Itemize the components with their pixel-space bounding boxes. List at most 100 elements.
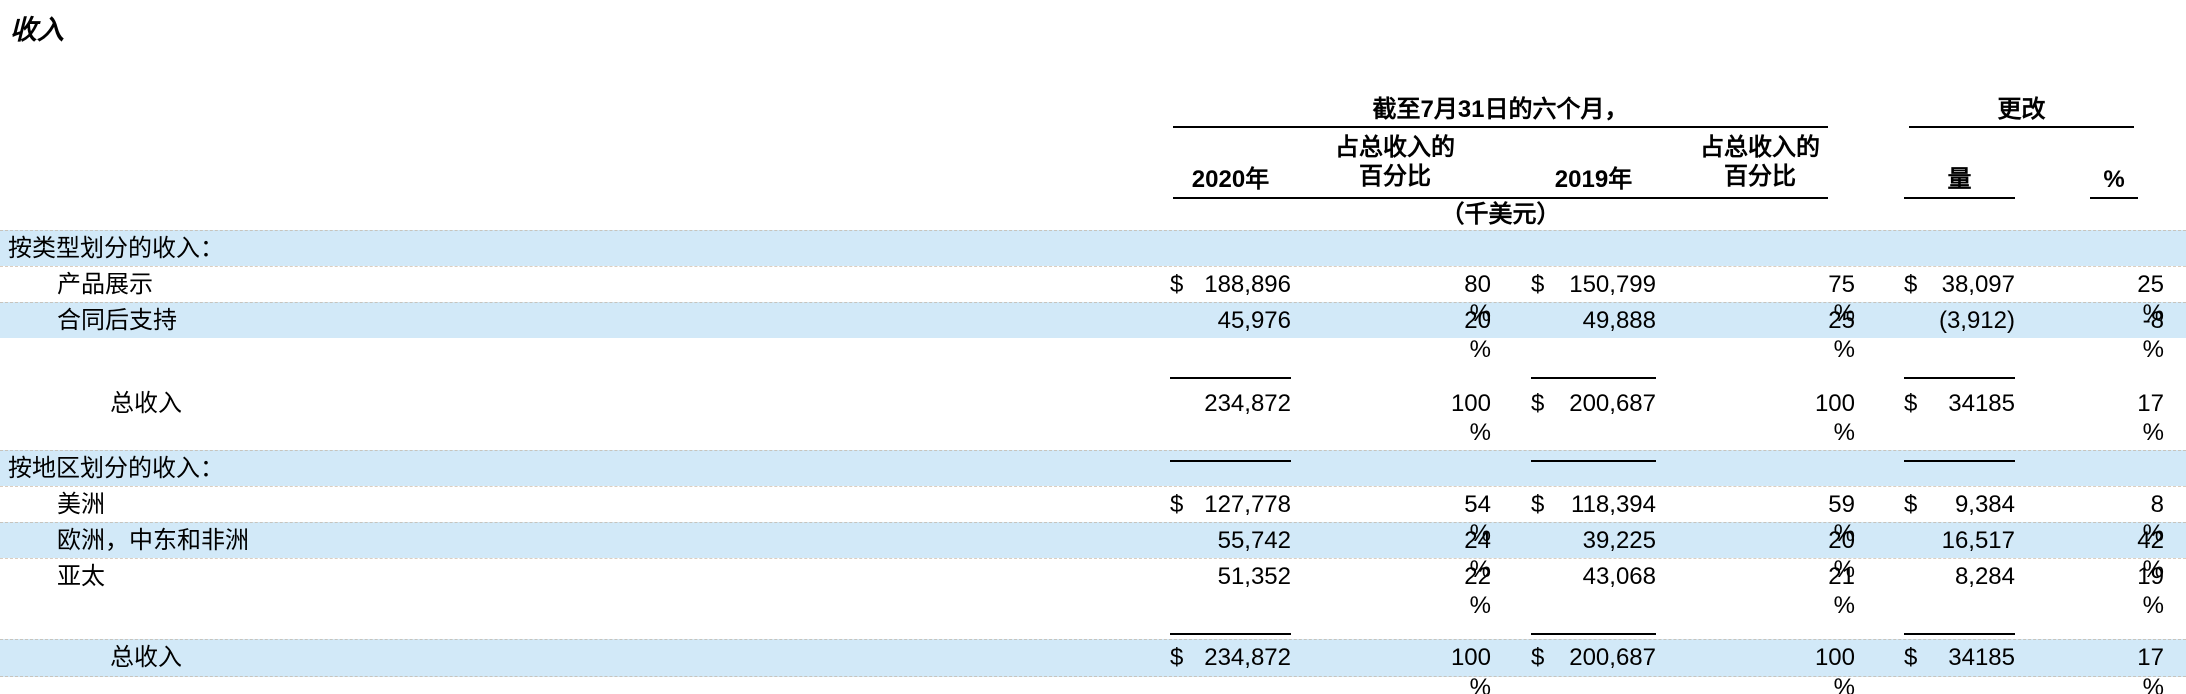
dollar-sign: $ xyxy=(1531,491,1545,518)
cell-2020-amount: 234,872 xyxy=(1140,386,1295,462)
cell-2019-amount xyxy=(1495,451,1660,486)
cell-2019-amount xyxy=(1495,231,1660,266)
cell-2019-amount: $118,394 xyxy=(1495,487,1660,557)
cell-2020-amount: $234,872 xyxy=(1140,640,1295,694)
cell-2019-pct: 20% xyxy=(1660,523,1860,593)
cell-2019-amount: 39,225 xyxy=(1495,523,1660,593)
rule-columns xyxy=(1173,197,1828,199)
cell-2019-amount: $200,687 xyxy=(1495,386,1660,462)
cell-change-pct xyxy=(2020,451,2170,486)
dollar-sign: $ xyxy=(1904,644,1918,671)
amount-value: 34185 xyxy=(1948,644,2015,671)
percent-value: 100 xyxy=(1450,390,1491,417)
row-label: 合同后支持 xyxy=(57,307,177,334)
percent-value: 100 xyxy=(1814,644,1855,671)
header-pct-2020-line2: 百分比 xyxy=(1359,163,1431,190)
amount-value: 55,742 xyxy=(1217,527,1291,554)
cell-2019-pct: 100% xyxy=(1660,386,1860,456)
row-label: 产品展示 xyxy=(57,271,153,298)
amount-value: 200,687 xyxy=(1569,644,1656,671)
amount-value: 43,068 xyxy=(1582,563,1656,590)
table-header: 截至7月31日的六个月， 更改 占总收入的 百分比 占总收入的 百分比 2020… xyxy=(0,85,2186,230)
cell-2019-amount: 49,888 xyxy=(1495,303,1660,379)
amount-value: 234,872 xyxy=(1204,644,1291,671)
dollar-sign: $ xyxy=(1531,271,1545,298)
rule-change-group xyxy=(1909,126,2134,128)
header-col-2019: 2019年 xyxy=(1554,166,1633,193)
header-pct-2020: 占总收入的 百分比 xyxy=(1295,133,1495,191)
cell-change-pct: 17% xyxy=(2020,386,2170,456)
percent-value: 75 xyxy=(1828,271,1855,298)
cell-2020-pct: 20% xyxy=(1295,303,1495,373)
percent-sign: % xyxy=(2142,674,2164,694)
header-pct-2019-line2: 百分比 xyxy=(1724,163,1796,190)
header-pct-2019: 占总收入的 百分比 xyxy=(1660,133,1860,191)
table-row: 总收入 234,872 100% $200,687 100% $34185 17% xyxy=(0,386,2186,462)
cell-2019-pct xyxy=(1660,231,1860,266)
cell-2019-amount: $150,799 xyxy=(1495,267,1660,337)
row-label: 亚太 xyxy=(57,563,105,590)
cell-2019-pct: 25% xyxy=(1660,303,1860,373)
percent-sign: % xyxy=(1833,300,1855,327)
percent-sign: % xyxy=(2142,300,2164,327)
table-row: 总收入 $234,872 100% $200,687 100% $34185 17% xyxy=(0,639,2186,694)
cell-change-amount: $34185 xyxy=(1900,640,2020,694)
percent-sign: % xyxy=(2142,336,2164,363)
percent-sign: % xyxy=(1833,419,1855,446)
percent-value: -8 xyxy=(2142,307,2164,334)
header-change-group: 更改 xyxy=(1997,96,2046,123)
cell-2019-pct: 59% xyxy=(1660,487,1860,557)
cell-2020-pct: 24% xyxy=(1295,523,1495,593)
percent-value: 25 xyxy=(2137,271,2164,298)
table-row: 亚太 51,352 22% 43,068 21% 8,284 19% xyxy=(0,558,2186,635)
cell-2020-pct: 100% xyxy=(1295,640,1495,694)
percent-value: 20 xyxy=(1828,527,1855,554)
dollar-sign: $ xyxy=(1170,644,1184,671)
percent-value: 8 xyxy=(2150,491,2164,518)
amount-value: 200,687 xyxy=(1569,390,1656,417)
percent-value: 100 xyxy=(1450,644,1491,671)
cell-2020-pct: 100% xyxy=(1295,386,1495,456)
column-gap xyxy=(1860,451,1900,486)
percent-value: 54 xyxy=(1464,491,1491,518)
dollar-sign: $ xyxy=(1170,271,1184,298)
cell-change-amount: (3,912) xyxy=(1900,303,2020,379)
cell-change-amount: $9,384 xyxy=(1900,487,2020,557)
percent-value: 59 xyxy=(1828,491,1855,518)
percent-sign: % xyxy=(1833,674,1855,694)
row-label: 欧洲，中东和非洲 xyxy=(57,527,249,554)
cell-2020-amount: $127,778 xyxy=(1140,487,1295,557)
table-row: 欧洲，中东和非洲 55,742 24% 39,225 20% 16,517 42% xyxy=(0,522,2186,583)
column-gap xyxy=(1860,640,1900,694)
percent-sign: % xyxy=(2142,419,2164,446)
percent-value: 24 xyxy=(1464,527,1491,554)
percent-value: 25 xyxy=(1828,307,1855,334)
percent-sign: % xyxy=(1469,520,1491,547)
column-gap xyxy=(1860,231,1900,266)
dollar-sign: $ xyxy=(1531,644,1545,671)
amount-value: 150,799 xyxy=(1569,271,1656,298)
percent-sign: % xyxy=(2142,556,2164,583)
header-period-group: 截至7月31日的六个月， xyxy=(1372,96,1629,123)
column-gap xyxy=(1860,303,1900,373)
amount-value: 38,097 xyxy=(1941,271,2015,298)
amount-value: 39,225 xyxy=(1582,527,1656,554)
cell-change-pct: -8% xyxy=(2020,303,2170,373)
percent-sign: % xyxy=(1833,520,1855,547)
amount-value: 118,394 xyxy=(1571,491,1656,518)
percent-value: 21 xyxy=(1828,563,1855,590)
dollar-sign: $ xyxy=(1170,491,1184,518)
amount-value: 8,284 xyxy=(1954,563,2015,590)
cell-2019-amount: $200,687 xyxy=(1495,640,1660,694)
header-col-amount: 量 xyxy=(1947,166,1972,193)
amount-value: 51,352 xyxy=(1217,563,1291,590)
percent-sign: % xyxy=(1833,336,1855,363)
cell-2020-pct xyxy=(1295,231,1495,266)
percent-sign: % xyxy=(1469,419,1491,446)
cell-change-amount: 8,284 xyxy=(1900,559,2020,635)
cell-2020-pct xyxy=(1295,451,1495,486)
cell-2020-pct: 80% xyxy=(1295,267,1495,337)
amount-value: 9,384 xyxy=(1954,491,2015,518)
rule-amount-col xyxy=(1904,197,2015,199)
